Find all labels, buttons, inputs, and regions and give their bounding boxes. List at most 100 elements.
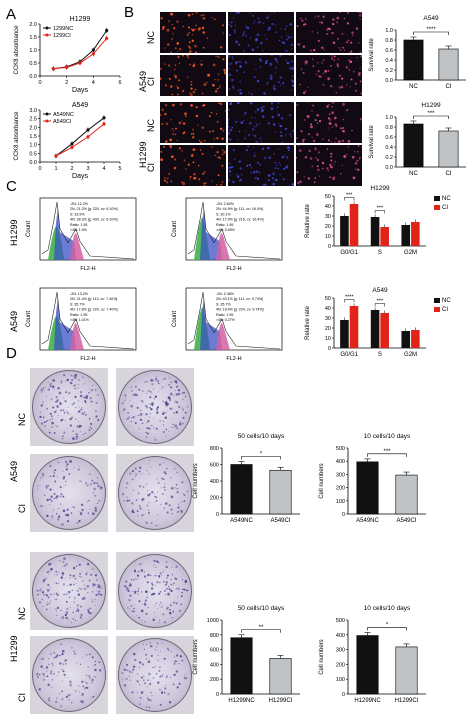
colony bbox=[81, 570, 83, 572]
cell-dot bbox=[346, 109, 349, 111]
flow-stat-line: -2N: 2.60% bbox=[216, 202, 235, 206]
cell-dot bbox=[228, 125, 230, 128]
colony bbox=[155, 376, 157, 378]
colony bbox=[184, 674, 186, 676]
colony bbox=[78, 384, 79, 386]
x-tick-label: 4 bbox=[92, 80, 95, 86]
colony bbox=[75, 583, 77, 584]
colony bbox=[142, 486, 145, 488]
cell-dot bbox=[206, 37, 209, 39]
cell-dot bbox=[336, 63, 339, 66]
cell-dot bbox=[332, 177, 336, 181]
data-point bbox=[91, 52, 95, 56]
cell-dot bbox=[339, 12, 341, 13]
colony bbox=[52, 475, 55, 477]
cell-dot bbox=[347, 140, 351, 143]
plate-photo bbox=[30, 454, 108, 532]
cell-dot bbox=[316, 165, 319, 168]
cell-dot bbox=[259, 55, 261, 57]
colony bbox=[56, 399, 59, 402]
cell-dot bbox=[296, 25, 299, 28]
cell-dot bbox=[190, 87, 193, 90]
colony bbox=[79, 691, 81, 693]
colony bbox=[166, 400, 168, 403]
colony bbox=[155, 649, 157, 651]
colony bbox=[154, 495, 157, 498]
cell-dot bbox=[359, 18, 361, 20]
colony bbox=[144, 621, 146, 623]
cell-dot bbox=[170, 51, 173, 53]
cell-dot bbox=[358, 14, 362, 17]
x-tick-label: A549CI bbox=[270, 518, 290, 524]
cell-dot bbox=[203, 104, 206, 107]
cell-dot bbox=[261, 147, 265, 151]
cell-dot bbox=[336, 21, 339, 24]
cell-dot bbox=[234, 24, 237, 27]
colony bbox=[60, 705, 63, 707]
cell-dot bbox=[274, 131, 277, 134]
flow-stat-line: 4N: 19.4% [g: 224, cv: 9.74%] bbox=[216, 308, 264, 312]
colony bbox=[91, 681, 93, 684]
colony bbox=[181, 659, 184, 662]
colony bbox=[166, 577, 168, 579]
cell-dots bbox=[160, 102, 226, 143]
colony bbox=[79, 391, 83, 394]
colony bbox=[138, 470, 141, 473]
cell-dot bbox=[353, 71, 355, 73]
bar bbox=[269, 658, 292, 695]
colony bbox=[175, 565, 178, 568]
colony bbox=[131, 585, 133, 587]
cell-dot bbox=[202, 31, 205, 34]
colony bbox=[51, 415, 53, 417]
cell-dot bbox=[274, 72, 276, 74]
colony bbox=[156, 525, 158, 526]
cell-dot bbox=[288, 55, 291, 56]
y-tick-label: 0.5 bbox=[29, 61, 37, 67]
colony bbox=[151, 383, 154, 386]
bar bbox=[356, 461, 379, 515]
colony bbox=[138, 600, 141, 603]
significance-bracket bbox=[344, 197, 355, 201]
colony bbox=[161, 692, 164, 695]
cell-dot bbox=[291, 47, 293, 50]
cell-dot bbox=[305, 60, 308, 64]
colony bbox=[75, 610, 78, 613]
colony bbox=[181, 405, 183, 406]
colony bbox=[81, 694, 84, 697]
cell-dot bbox=[255, 140, 259, 143]
colony bbox=[66, 585, 68, 587]
colony bbox=[43, 668, 45, 669]
colony bbox=[57, 461, 60, 464]
cell-dot bbox=[331, 31, 334, 35]
colony bbox=[41, 472, 44, 475]
legend-swatch bbox=[434, 196, 440, 201]
cell-dot bbox=[311, 31, 314, 33]
colony bbox=[89, 607, 91, 610]
colony bbox=[62, 470, 64, 472]
cell-dot bbox=[278, 161, 280, 164]
colony bbox=[49, 498, 51, 501]
y-tick-label: 0.8 bbox=[385, 38, 393, 44]
colony bbox=[44, 578, 47, 581]
colony bbox=[144, 575, 147, 578]
colony bbox=[95, 389, 97, 391]
fluorescence-image bbox=[228, 12, 294, 53]
cell-dot bbox=[274, 161, 276, 164]
cell-dot bbox=[286, 165, 289, 167]
colony bbox=[77, 387, 79, 389]
colony bbox=[89, 612, 92, 615]
cell-dot bbox=[301, 140, 305, 143]
colony bbox=[127, 589, 130, 593]
cell-dot bbox=[189, 176, 192, 178]
cell-dot bbox=[208, 115, 211, 118]
cell-dot bbox=[274, 57, 276, 59]
cell-dots bbox=[228, 55, 294, 96]
cell-dot bbox=[277, 81, 280, 84]
colony bbox=[61, 649, 65, 653]
colony bbox=[42, 401, 44, 404]
cell-dot bbox=[299, 180, 302, 183]
colony bbox=[158, 669, 161, 672]
bar bbox=[401, 225, 411, 246]
colony bbox=[128, 584, 131, 587]
